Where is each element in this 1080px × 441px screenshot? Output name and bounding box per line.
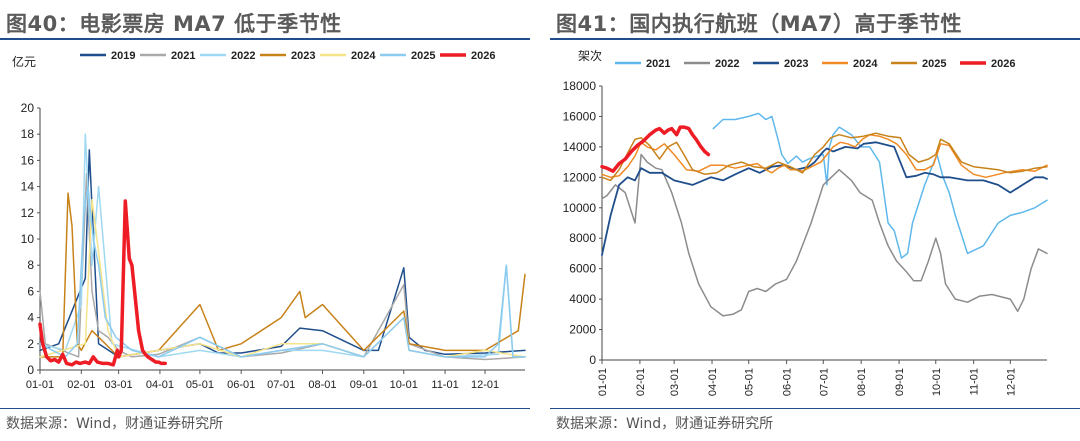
series-line-2023 <box>601 141 1048 256</box>
x-tick-label: 01-01 <box>597 368 609 396</box>
x-tick-label: 05-01 <box>186 379 214 391</box>
y-tick-label: 10000 <box>563 201 597 215</box>
legend-label: 2022 <box>715 58 739 70</box>
y-tick-label: 16 <box>21 153 35 167</box>
x-tick-label: 11-01 <box>431 379 458 391</box>
y-tick-label: 2 <box>27 337 34 351</box>
y-tick-label: 10 <box>21 232 35 246</box>
y-tick-label: 18000 <box>563 79 597 93</box>
series-line-2024 <box>39 198 526 358</box>
y-tick-label: 12 <box>21 206 35 220</box>
series-line-2022 <box>601 153 1048 317</box>
series-line-2022 <box>39 133 526 358</box>
x-tick-label: 06-01 <box>227 379 255 391</box>
series-line-2021 <box>712 112 1048 259</box>
legend-label: 2025 <box>922 58 946 70</box>
x-tick-label: 07-01 <box>818 368 830 396</box>
x-tick-label: 03-01 <box>669 368 681 396</box>
x-tick-label: 12-01 <box>1005 368 1017 396</box>
y-tick-label: 6 <box>27 284 34 298</box>
y-tick-label: 8000 <box>569 231 596 245</box>
x-tick-label: 07-01 <box>267 379 295 391</box>
legend-label: 2026 <box>471 50 495 62</box>
x-tick-label: 10-01 <box>931 368 943 396</box>
box-office-chart: 亿元 2019 2021 2022 2023 2024 2025 2026 0 2 4 6 8 10 12 1… <box>12 50 526 391</box>
legend-label: 2023 <box>291 50 315 62</box>
title-divider <box>550 38 1080 40</box>
x-tick-label: 04-01 <box>707 368 719 396</box>
legend-label: 2021 <box>646 58 670 70</box>
x-tick-label: 08-01 <box>308 379 336 391</box>
data-source: 数据来源：Wind，财通证券研究所 <box>6 416 224 432</box>
x-tick-label: 09-01 <box>894 368 906 396</box>
legend-label: 2022 <box>231 50 255 62</box>
y-tick-label: 18 <box>21 127 35 141</box>
y-tick-label: 4 <box>27 311 34 325</box>
y-tick-label: 12000 <box>563 170 597 184</box>
x-tick-label: 10-01 <box>390 379 418 391</box>
y-axis-unit-label: 亿元 <box>12 54 36 69</box>
series-line-2026 <box>38 199 167 367</box>
x-tick-label: 04-01 <box>146 379 174 391</box>
x-tick-label: 08-01 <box>856 368 868 396</box>
x-tick-label: 02-01 <box>635 368 647 396</box>
series-line-2026 <box>600 125 711 173</box>
legend-label: 2024 <box>853 58 878 70</box>
y-tick-label: 14000 <box>563 140 597 154</box>
legend-label: 2026 <box>991 58 1015 70</box>
title-divider <box>0 38 530 40</box>
y-tick-label: 2000 <box>569 323 596 337</box>
y-tick-label: 6000 <box>569 262 596 276</box>
legend-label: 2019 <box>111 50 135 62</box>
x-tick-label: 01-01 <box>26 379 54 391</box>
y-axis-unit-label: 架次 <box>578 49 602 63</box>
legend-label: 2023 <box>784 58 808 70</box>
data-source: 数据来源：Wind，财通证券研究所 <box>556 416 774 432</box>
y-tick-label: 8 <box>27 258 34 272</box>
x-tick-label: 06-01 <box>782 368 794 396</box>
legend-label: 2021 <box>171 50 195 62</box>
legend-label: 2024 <box>351 50 376 62</box>
y-tick-label: 0 <box>589 353 596 367</box>
legend-label: 2025 <box>411 50 435 62</box>
y-tick-label: 4000 <box>569 292 596 306</box>
x-tick-label: 11-01 <box>969 368 981 395</box>
footer-divider <box>0 408 530 409</box>
flights-panel: 图41：国内执行航班（MA7）高于季节性 架次 2021 2022 2023 2024 2… <box>550 0 1080 441</box>
series-line-2024 <box>601 133 1048 179</box>
y-tick-label: 0 <box>27 363 34 377</box>
x-tick-label: 12-01 <box>471 379 499 391</box>
x-tick-label: 02-01 <box>67 379 95 391</box>
figure-title: 图41：国内执行航班（MA7）高于季节性 <box>556 12 962 36</box>
box-office-panel: 图40：电影票房 MA7 低于季节性 亿元 2019 2021 2022 2023 202… <box>0 0 530 441</box>
footer-divider <box>550 408 1080 409</box>
y-tick-label: 14 <box>21 180 35 194</box>
series-line-2023 <box>39 192 526 358</box>
figure-title: 图40：电影票房 MA7 低于季节性 <box>6 12 342 36</box>
y-tick-label: 20 <box>21 101 35 115</box>
flights-chart: 架次 2021 2022 2023 2024 2025 2026 0 2000 4000 6000 8… <box>563 49 1048 396</box>
series-line-2019 <box>39 149 526 358</box>
y-tick-label: 16000 <box>563 109 597 123</box>
series-line-2025 <box>601 132 1048 182</box>
x-tick-label: 03-01 <box>105 379 133 391</box>
x-tick-label: 05-01 <box>744 368 756 396</box>
x-tick-label: 09-01 <box>350 379 378 391</box>
series-line-2025 <box>39 185 526 358</box>
